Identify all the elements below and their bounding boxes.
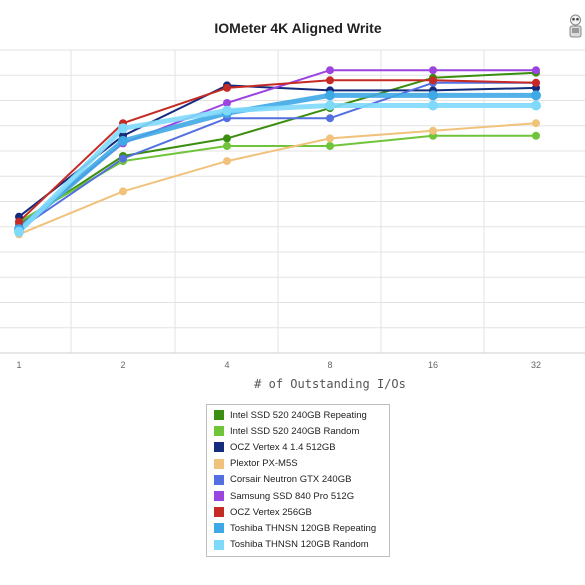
legend-label: Intel SSD 520 240GB Random: [230, 425, 360, 437]
data-point: [531, 100, 541, 111]
x-tick-labels: 1 2 4 8 16 32: [16, 360, 541, 370]
data-point: [532, 119, 540, 128]
x-tick-label: 1: [16, 360, 21, 370]
x-tick-label: 32: [531, 360, 541, 370]
data-point: [326, 76, 334, 85]
series-line: [18, 122, 537, 236]
data-point: [325, 90, 335, 101]
series-line: [18, 84, 537, 218]
logo-icon: [569, 14, 582, 38]
data-point: [428, 100, 438, 111]
legend-swatch: [214, 523, 224, 534]
data-point: [118, 135, 128, 146]
legend-label: Intel SSD 520 240GB Repeating: [230, 409, 367, 421]
legend-swatch: [214, 458, 224, 469]
series-line: [16, 92, 539, 232]
data-point: [532, 131, 540, 140]
data-point: [429, 76, 437, 85]
data-point: [223, 134, 231, 143]
data-point: [428, 90, 438, 101]
legend-swatch: [214, 410, 224, 421]
data-point: [118, 123, 128, 134]
x-tick-label: 16: [428, 360, 438, 370]
legend-swatch: [214, 539, 224, 550]
legend-swatch: [214, 507, 224, 518]
data-point: [119, 187, 127, 196]
legend-label: OCZ Vertex 4 1.4 512GB: [230, 441, 336, 453]
legend-item: Intel SSD 520 240GB Random: [211, 423, 385, 439]
data-point: [223, 142, 231, 150]
legend-label: Samsung SSD 840 Pro 512G: [230, 490, 355, 502]
data-point: [119, 154, 127, 163]
data-point: [532, 66, 540, 75]
data-point: [326, 66, 334, 75]
data-point: [14, 226, 24, 237]
data-point: [223, 99, 231, 107]
legend-swatch: [214, 426, 224, 437]
legend-swatch: [214, 442, 224, 453]
x-tick-label: 4: [224, 360, 229, 370]
series-lines: [16, 69, 539, 236]
data-point: [532, 78, 540, 87]
legend-label: Plextor PX-M5S: [230, 458, 298, 470]
legend-item: Corsair Neutron GTX 240GB: [211, 472, 385, 488]
data-point: [429, 66, 437, 75]
series-line: [18, 79, 537, 223]
legend-label: Toshiba THNSN 120GB Repeating: [230, 522, 377, 534]
data-point: [223, 157, 231, 166]
data-point: [326, 114, 334, 123]
legend-item: OCZ Vertex 256GB: [211, 504, 385, 520]
x-tick-label: 8: [327, 360, 332, 370]
data-point: [326, 142, 334, 150]
legend: Intel SSD 520 240GB Repeating Intel SSD 5…: [206, 404, 390, 557]
data-point: [223, 83, 231, 92]
legend-item: Intel SSD 520 240GB Repeating: [211, 407, 385, 423]
legend-swatch: [214, 491, 224, 502]
series-points: [14, 66, 541, 239]
data-point: [325, 100, 335, 111]
series-line: [18, 81, 537, 231]
chart-title: IOMeter 4K Aligned Write: [214, 20, 381, 36]
legend-item: OCZ Vertex 4 1.4 512GB: [211, 439, 385, 455]
legend-label: Toshiba THNSN 120GB Random: [230, 539, 369, 551]
legend-item: Toshiba THNSN 120GB Repeating: [211, 520, 385, 536]
x-axis-label: # of Outstanding I/Os: [254, 377, 406, 391]
legend-item: Toshiba THNSN 120GB Random: [211, 537, 385, 553]
legend-swatch: [214, 474, 224, 485]
series-line: [16, 103, 539, 235]
legend-item: Samsung SSD 840 Pro 512G: [211, 488, 385, 504]
data-point: [429, 126, 437, 135]
series-line: [18, 71, 537, 226]
legend-label: OCZ Vertex 256GB: [230, 506, 312, 518]
data-point: [531, 90, 541, 101]
data-point: [222, 105, 232, 116]
data-point: [326, 134, 334, 143]
data-point: [15, 217, 23, 226]
legend-label: Corsair Neutron GTX 240GB: [230, 474, 352, 486]
chart: IOMeter 4K Aligned Write 1 2 4 8 16 32 # of O…: [0, 20, 585, 391]
x-tick-label: 2: [120, 360, 125, 370]
legend-item: Plextor PX-M5S: [211, 456, 385, 472]
